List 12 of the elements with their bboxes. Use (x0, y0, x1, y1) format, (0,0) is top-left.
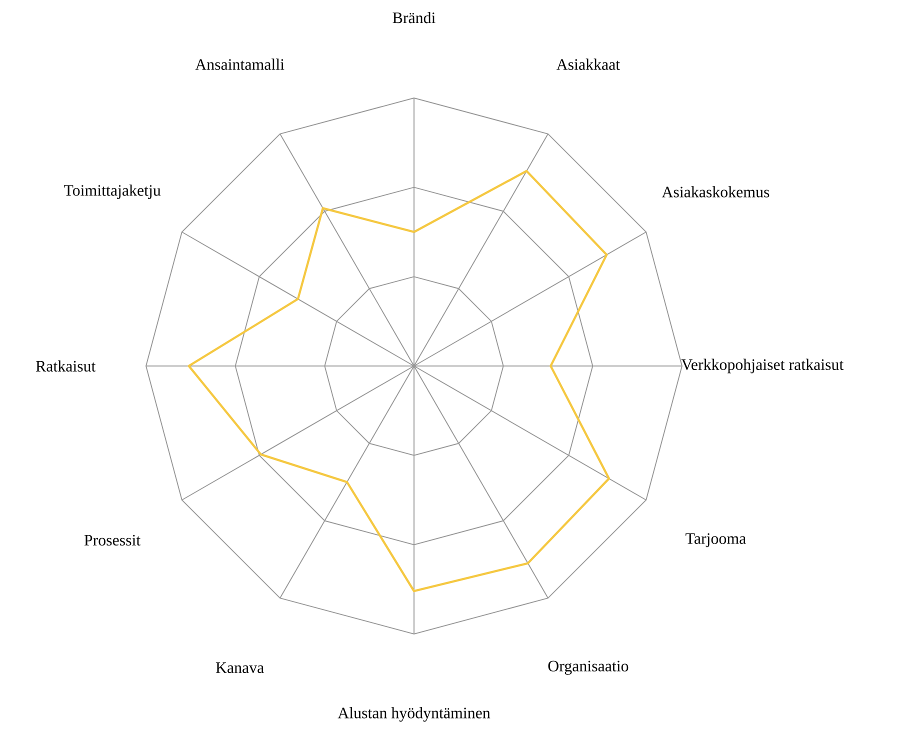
spoke-label: Tarjooma (686, 533, 746, 548)
spoke-label: Verkkopohjaiset ratkaisut (681, 358, 844, 374)
spoke-label: Kanava (216, 662, 264, 674)
spoke-label: Asiakkaat (556, 58, 620, 70)
spoke-label: Alustan hyödyntäminen (338, 707, 490, 722)
spoke-label: Organisaatio (548, 660, 628, 675)
spoke-label: Asiakaskokemus (662, 186, 770, 198)
spoke-label: Toimittajaketju (64, 184, 161, 200)
spoke-label: Brändi (392, 12, 436, 24)
spoke-label: Prosessit (84, 534, 141, 546)
spoke-label: Ratkaisut (36, 360, 96, 372)
spoke-label: Ansaintamalli (195, 58, 284, 70)
